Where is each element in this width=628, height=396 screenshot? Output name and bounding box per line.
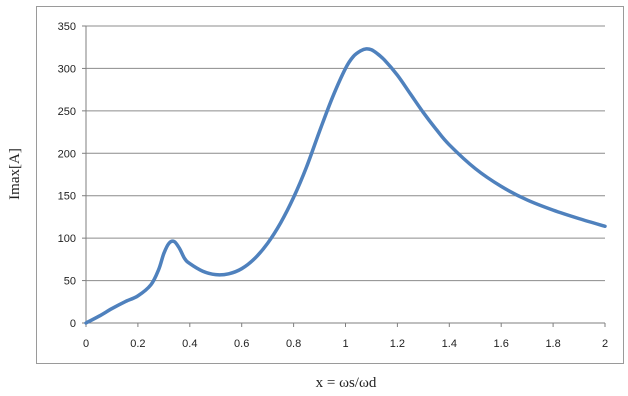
y-tick-label: 50 bbox=[64, 276, 76, 288]
series-line bbox=[84, 47, 607, 325]
x-axis-label: x = ωs/ωd bbox=[316, 375, 377, 391]
x-tick-label: 0.8 bbox=[286, 338, 301, 350]
y-axis-label: Imax[A] bbox=[7, 148, 23, 200]
x-tick-label: 0.2 bbox=[130, 338, 145, 350]
x-tick-label: 0 bbox=[83, 338, 89, 350]
x-tick-label: 1.2 bbox=[390, 338, 405, 350]
x-tick-label: 1.4 bbox=[442, 338, 457, 350]
x-tick-label: 0.4 bbox=[182, 338, 197, 350]
gridlines bbox=[86, 25, 605, 282]
y-tick-label: 100 bbox=[58, 233, 76, 245]
y-tick-label: 0 bbox=[70, 318, 76, 330]
x-tick-label: 1.6 bbox=[494, 338, 509, 350]
x-tick-label: 1.8 bbox=[545, 338, 560, 350]
y-tick-label: 350 bbox=[58, 21, 76, 33]
y-tick-label: 250 bbox=[58, 106, 76, 118]
x-tick-label: 2 bbox=[602, 338, 608, 350]
y-tick-label: 150 bbox=[58, 191, 76, 203]
x-tick-label: 1 bbox=[342, 338, 348, 350]
x-tick-label: 0.6 bbox=[234, 338, 249, 350]
y-tick-label: 300 bbox=[58, 63, 76, 75]
chart-frame bbox=[36, 6, 624, 364]
series bbox=[84, 47, 607, 325]
y-tick-label: 200 bbox=[58, 148, 76, 160]
tick-labels: 0 50 100 150 200 250 300 350 0 0.2 0.4 0.6 0.8 1 1.2 1.… bbox=[58, 21, 608, 350]
axes bbox=[82, 25, 606, 327]
